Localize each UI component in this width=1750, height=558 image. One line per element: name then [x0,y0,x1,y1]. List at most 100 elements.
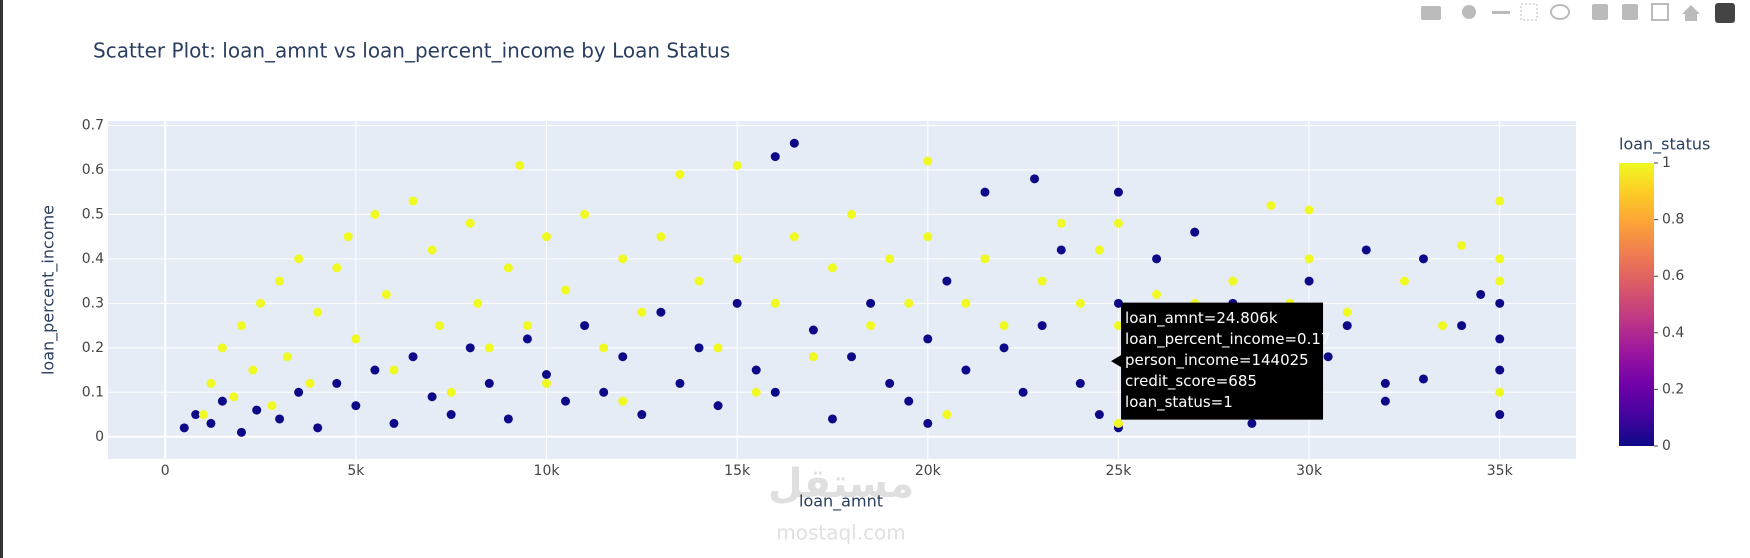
point [1190,227,1200,237]
point [732,298,742,308]
zoom-in-icon[interactable] [1592,4,1608,20]
point [961,298,971,308]
point [522,321,532,331]
point [999,343,1009,353]
point [446,387,456,397]
point [923,156,933,166]
camera-icon[interactable] [1421,6,1441,20]
point [236,427,246,437]
colorbar-tick-label: 0.8 [1662,212,1684,228]
x-tick-label: 25k [1105,463,1132,479]
point [256,298,266,308]
point [1113,218,1123,228]
x-tick-label: 5k [347,463,365,479]
point [789,232,799,242]
point [618,396,628,406]
toolbar[interactable] [1421,3,1735,23]
point [751,365,761,375]
point [1495,365,1505,375]
point [206,378,216,388]
point [694,343,704,353]
tooltip-line: loan_percent_income=0.17 [1125,330,1330,349]
x-tick-label: 35k [1487,463,1514,479]
x-tick-label: 0 [161,463,170,479]
point [484,378,494,388]
point [1075,378,1085,388]
point [236,321,246,331]
point [637,307,647,317]
point [713,343,723,353]
watermark: mostaql.com [776,521,906,545]
point [370,365,380,375]
home-icon[interactable] [1682,5,1700,21]
lasso-icon[interactable] [1550,4,1570,20]
pan-icon[interactable] [1492,11,1510,14]
zoom-icon[interactable] [1462,5,1476,19]
point [381,289,391,299]
point [770,387,780,397]
point [1266,201,1276,210]
point [515,160,525,170]
point [198,410,208,420]
point [446,410,456,420]
point [1113,418,1123,428]
select-icon[interactable] [1520,3,1538,21]
point [1152,254,1162,264]
y-tick-label: 0.1 [82,384,104,400]
colorbar-tick-label: 0 [1662,438,1671,454]
point [275,414,285,424]
point [1247,418,1257,428]
point [282,352,292,362]
point [541,378,551,388]
point [999,321,1009,331]
point [473,298,483,308]
plot-area [108,121,1576,459]
point [1495,254,1505,264]
point [1075,298,1085,308]
point [1418,254,1428,264]
x-tick-label: 20k [915,463,942,479]
colorbar-tick-label: 0.2 [1662,381,1684,397]
point [313,423,323,433]
point [343,232,353,242]
y-tick-label: 0 [95,429,104,445]
y-axis-label: loan_percent_income [39,205,59,375]
y-tick-label: 0.5 [82,206,104,222]
point [827,414,837,424]
zoom-out-icon[interactable] [1622,4,1638,20]
autoscale-icon[interactable] [1651,3,1669,21]
watermark: مستقل [768,461,914,507]
point [465,343,475,353]
y-tick-label: 0.4 [82,251,104,267]
plotly-logo[interactable] [1715,3,1735,23]
point [1495,387,1505,397]
point [1228,276,1238,286]
point [332,263,342,273]
point [561,285,571,295]
point [1304,205,1314,215]
point [847,352,857,362]
y-tick-label: 0.7 [82,117,104,133]
colorbar [1619,163,1654,446]
point [427,245,437,255]
point [1304,254,1314,264]
point [427,392,437,402]
point [305,378,315,388]
point [618,254,628,264]
y-tick-label: 0.2 [82,340,104,356]
point [656,307,666,317]
point [1495,334,1505,344]
point [1056,218,1066,228]
point [248,365,258,375]
point [465,218,475,228]
point [191,410,201,420]
point [885,378,895,388]
point [408,352,418,362]
point [1094,410,1104,420]
point [847,209,857,219]
point [503,263,513,273]
point [1418,374,1428,384]
point [252,405,262,415]
y-tick-label: 0.3 [82,295,104,311]
